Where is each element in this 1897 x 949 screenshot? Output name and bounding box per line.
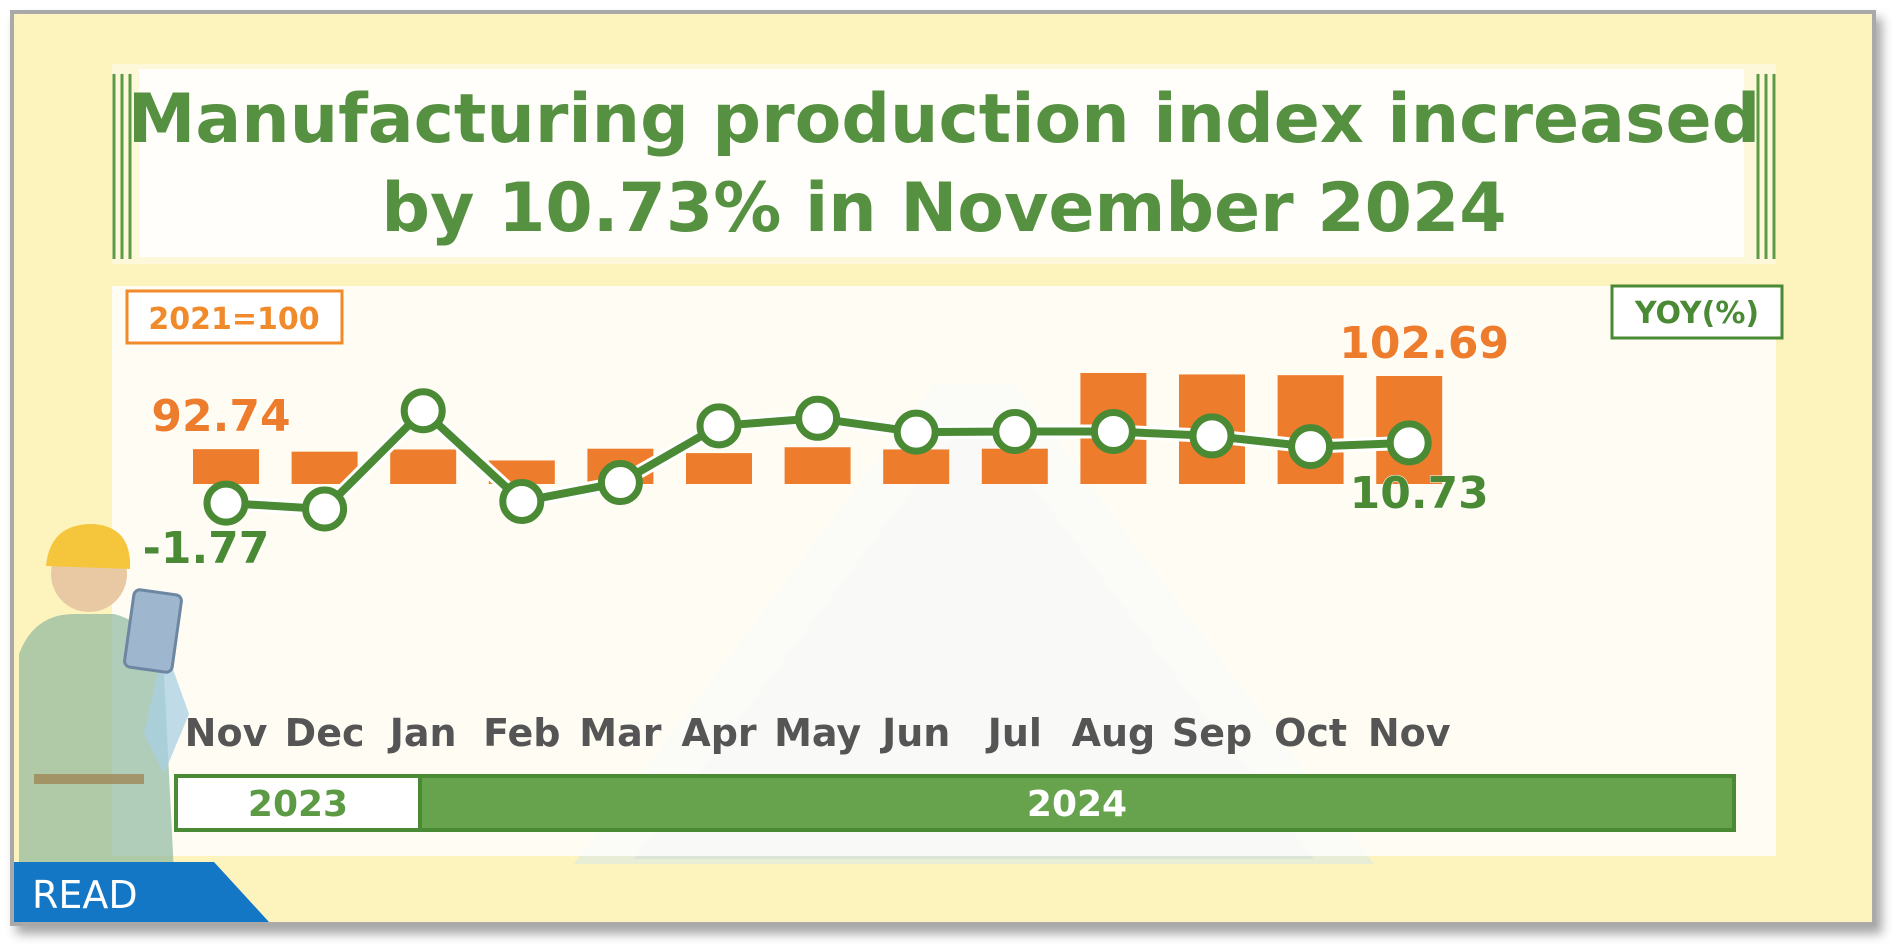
data-label-2: -1.77 [143, 523, 270, 574]
data-label-3: 10.73 [1350, 468, 1489, 519]
yoy-point-2 [400, 388, 446, 434]
x-tick-6: May [774, 711, 861, 755]
x-tick-12: Nov [1368, 711, 1451, 755]
year-label-2024: 2024 [1027, 784, 1127, 825]
yoy-point-12 [1386, 420, 1432, 466]
yoy-point-7 [893, 409, 939, 455]
x-tick-10: Sep [1172, 711, 1252, 755]
yoy-point-11 [1288, 424, 1334, 470]
chart-panel [112, 286, 1776, 856]
title-banner-inner [139, 69, 1744, 257]
x-tick-11: Oct [1274, 711, 1347, 755]
x-tick-3: Feb [483, 711, 560, 755]
bar-8 [981, 448, 1048, 484]
data-labels: 92.74 102.69 -1.77 10.73 [142, 317, 1510, 574]
yoy-line-series [203, 388, 1432, 532]
yoy-badge [1610, 284, 1784, 340]
year-group-2024 [418, 774, 1736, 832]
infographic-frame: Manufacturing production index increased… [10, 10, 1876, 926]
worker-illustration [19, 524, 189, 874]
yoy-point-4 [597, 460, 643, 506]
yoy-point-3 [499, 478, 545, 524]
year-label-2023: 2023 [248, 784, 348, 825]
yoy-point-0 [203, 480, 249, 526]
x-tick-8: Jul [985, 711, 1042, 755]
title-line-2: by 10.73% in November 2024 [381, 169, 1506, 248]
yoy-point-1 [302, 486, 348, 532]
yoy-point-9 [1090, 409, 1136, 455]
year-group-2023 [174, 774, 422, 832]
x-tick-7: Jun [879, 711, 950, 755]
yoy-point-5 [696, 403, 742, 449]
x-tick-5: Apr [681, 711, 757, 755]
x-tick-2: Jan [387, 711, 457, 755]
data-label-1: 102.69 [1339, 318, 1509, 369]
yoy-point-10 [1189, 413, 1235, 459]
read-button[interactable]: READ [14, 852, 274, 922]
data-label-0: 92.74 [151, 391, 290, 442]
yoy-label: YOY(%) [1634, 296, 1759, 331]
index-base-label: 2021=100 [148, 302, 319, 337]
title-line-1: Manufacturing production index increased [128, 80, 1761, 159]
production-index-chart: Manufacturing production index increased… [19, 64, 1784, 874]
x-tick-0: Nov [185, 711, 268, 755]
read-button-label: READ [32, 873, 138, 917]
x-tick-9: Aug [1072, 711, 1156, 755]
bar-2 [390, 449, 457, 484]
bar-5 [686, 453, 752, 484]
x-tick-1: Dec [285, 711, 365, 755]
bar-0 [193, 449, 259, 484]
bar-6 [784, 447, 851, 484]
index-base-badge [125, 289, 344, 345]
x-axis-ticks: Nov Dec Jan Feb Mar Apr May Jun Jul Aug Sep Oct Nov [185, 711, 1451, 755]
yoy-point-6 [795, 395, 841, 441]
x-tick-4: Mar [579, 711, 661, 755]
yoy-point-8 [992, 409, 1038, 455]
bar-7 [883, 449, 950, 484]
